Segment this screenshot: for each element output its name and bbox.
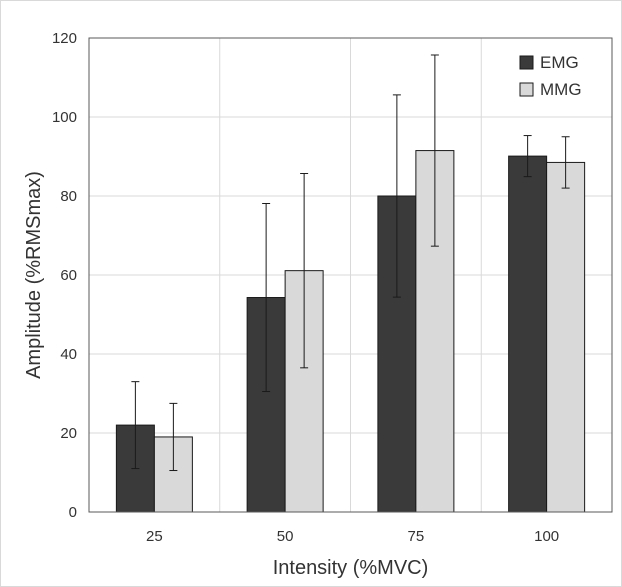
x-tick-label: 25 (146, 528, 163, 545)
x-tick-label: 100 (534, 528, 559, 545)
y-tick-label: 80 (60, 188, 77, 205)
legend-swatch-emg (519, 55, 534, 70)
plot-area-border (88, 37, 613, 513)
bar-emg-100 (508, 155, 548, 513)
legend-swatch-mmg (519, 82, 534, 97)
y-tick-label: 20 (60, 425, 77, 442)
x-tick-labels: 25 50 75 100 (146, 528, 559, 545)
error-bars (131, 54, 570, 472)
x-axis-title: Intensity (%MVC) (273, 557, 429, 579)
y-tick-label: 40 (60, 346, 77, 363)
bar-mmg-100 (546, 161, 586, 513)
y-tick-label: 0 (69, 504, 77, 521)
legend-label-emg: EMG (540, 53, 579, 72)
y-tick-label: 60 (60, 267, 77, 284)
x-tick-label: 75 (408, 528, 425, 545)
y-tick-label: 100 (52, 109, 77, 126)
y-tick-labels: 0 20 40 60 80 100 120 (52, 30, 77, 521)
y-axis-title: Amplitude (%RMSmax) (23, 171, 45, 379)
legend-label-mmg: MMG (540, 80, 582, 99)
x-tick-label: 50 (277, 528, 294, 545)
y-tick-label: 120 (52, 30, 77, 47)
legend: EMG MMG (519, 53, 582, 99)
